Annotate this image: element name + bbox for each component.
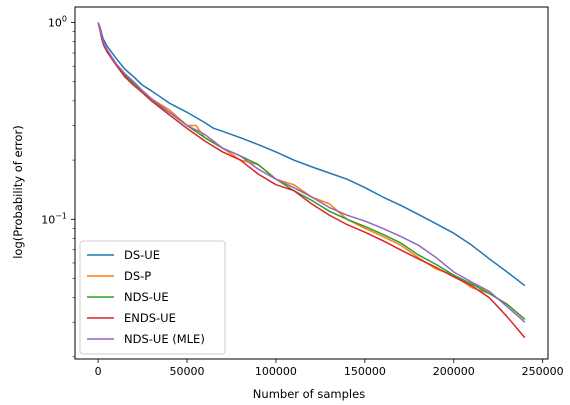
x-tick-label: 50000 — [170, 365, 205, 378]
series-line-3 — [97, 22, 526, 339]
x-tick-label: 100000 — [255, 365, 297, 378]
x-axis-label: Number of samples — [253, 387, 365, 401]
x-tick-label: 200000 — [433, 365, 475, 378]
legend-entry-label: DS-P — [124, 269, 151, 283]
x-tick-label: 150000 — [344, 365, 386, 378]
x-axis: 0 50000 100000 150000 200000 250000 — [95, 359, 564, 378]
legend-box — [79, 240, 226, 355]
plot-area — [97, 22, 526, 339]
legend-entry-label: ENDS-UE — [124, 311, 176, 325]
x-tick-label: 0 — [95, 365, 102, 378]
y-axis: 100 10−1 — [41, 15, 75, 358]
legend-entry-label: DS-UE — [124, 248, 160, 262]
series-line-4 — [97, 22, 526, 323]
legend-entry-label: NDS-UE — [124, 290, 169, 304]
x-tick-label: 250000 — [522, 365, 564, 378]
series-line-0 — [97, 22, 526, 287]
legend-entry-label: NDS-UE (MLE) — [124, 332, 205, 346]
plot-frame — [74, 6, 549, 360]
y-axis-label: log(Probability of error) — [11, 125, 25, 259]
legend: DS-UE DS-P NDS-UE ENDS-UE NDS-UE (MLE) — [79, 240, 226, 355]
y-tick-label: 10−1 — [41, 211, 67, 226]
y-tick-label: 100 — [48, 15, 67, 30]
